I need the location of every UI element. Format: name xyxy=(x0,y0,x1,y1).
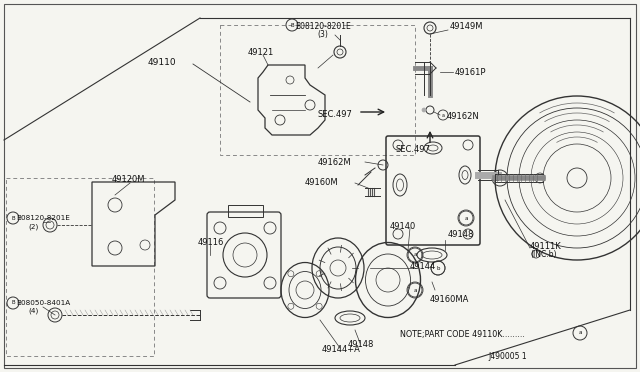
Text: 49162N: 49162N xyxy=(447,112,480,121)
Bar xyxy=(228,205,263,217)
Text: a: a xyxy=(413,253,417,257)
Bar xyxy=(220,25,415,155)
Text: 49116: 49116 xyxy=(198,238,225,247)
Text: a: a xyxy=(464,215,468,221)
Text: B08120-8201E: B08120-8201E xyxy=(295,22,351,31)
Text: B: B xyxy=(11,215,15,221)
Text: 49148: 49148 xyxy=(348,340,374,349)
Text: 49160MA: 49160MA xyxy=(430,295,469,304)
Text: SEC.497: SEC.497 xyxy=(395,145,430,154)
Text: 49120M: 49120M xyxy=(112,175,145,184)
Text: 49144+A: 49144+A xyxy=(322,345,361,354)
Text: b: b xyxy=(436,266,440,270)
Text: SEC.497: SEC.497 xyxy=(318,110,353,119)
Text: J490005 1: J490005 1 xyxy=(488,352,527,361)
Text: a: a xyxy=(442,112,445,118)
Text: 49111K: 49111K xyxy=(530,242,562,251)
Text: 49162M: 49162M xyxy=(318,158,351,167)
Text: 49149M: 49149M xyxy=(450,22,483,31)
Text: NOTE;PART CODE 49110K.........: NOTE;PART CODE 49110K......... xyxy=(400,330,525,339)
Text: 49110: 49110 xyxy=(148,58,177,67)
Text: 49121: 49121 xyxy=(248,48,275,57)
Text: 49160M: 49160M xyxy=(305,178,339,187)
Text: (4): (4) xyxy=(28,308,38,314)
Text: (INC.b): (INC.b) xyxy=(530,250,557,259)
Text: a: a xyxy=(579,330,582,336)
Text: 49148: 49148 xyxy=(448,230,474,239)
Bar xyxy=(6,178,154,356)
Text: (3): (3) xyxy=(317,30,328,39)
Text: a: a xyxy=(413,288,417,292)
Text: B08120-8201E: B08120-8201E xyxy=(16,215,70,221)
Text: 49144: 49144 xyxy=(410,262,436,271)
Text: 49140: 49140 xyxy=(390,222,416,231)
Text: B: B xyxy=(290,22,294,28)
Text: 49161P: 49161P xyxy=(455,68,486,77)
Circle shape xyxy=(422,108,426,112)
Text: B08050-8401A: B08050-8401A xyxy=(16,300,70,306)
Text: (2): (2) xyxy=(28,223,38,230)
Text: B: B xyxy=(11,301,15,305)
